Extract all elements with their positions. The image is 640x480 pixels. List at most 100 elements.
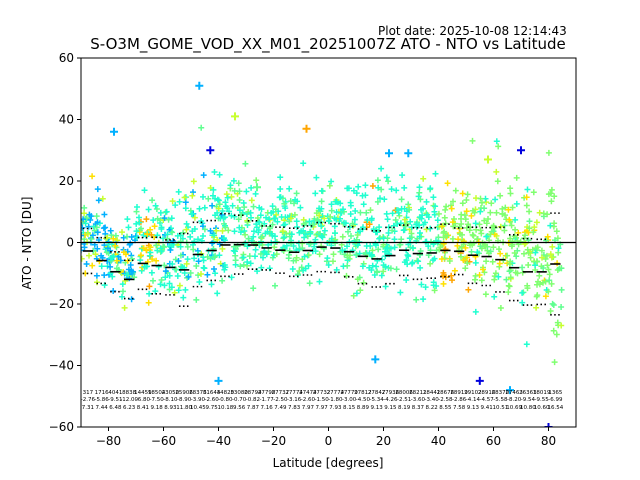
- data-point: [339, 233, 346, 240]
- outlier-point: [484, 155, 492, 164]
- data-point: [382, 263, 389, 270]
- data-point: [95, 197, 102, 204]
- data-point: [138, 252, 144, 259]
- bin-annotation: -6.80: [136, 397, 151, 403]
- data-point: [109, 273, 116, 280]
- data-point: [383, 210, 390, 217]
- data-point: [551, 193, 558, 200]
- data-point: [219, 227, 226, 234]
- data-point: [299, 240, 306, 247]
- data-point: [523, 341, 530, 348]
- data-point: [88, 236, 95, 242]
- data-point: [464, 191, 471, 198]
- data-point: [127, 262, 134, 268]
- data-point: [375, 246, 382, 253]
- data-point: [483, 220, 490, 227]
- data-point: [513, 174, 520, 181]
- data-point: [318, 243, 325, 250]
- data-point: [283, 242, 290, 249]
- data-point: [458, 243, 465, 250]
- data-point: [316, 205, 323, 212]
- data-point: [514, 270, 521, 277]
- data-point: [306, 280, 313, 287]
- bin-annotation: -2.76: [81, 397, 96, 403]
- data-point: [331, 215, 338, 222]
- bin-annotation: 28794: [244, 390, 262, 396]
- bin-annotation: 27463: [505, 390, 523, 396]
- data-point: [535, 278, 541, 285]
- data-point: [548, 186, 555, 193]
- data-point: [225, 227, 232, 234]
- data-point: [357, 209, 364, 216]
- data-point: [147, 226, 154, 233]
- data-point: [539, 254, 545, 261]
- data-point: [158, 248, 165, 254]
- data-point: [119, 229, 125, 236]
- data-point: [272, 238, 279, 245]
- data-point: [83, 261, 90, 267]
- data-point: [83, 215, 90, 222]
- data-point: [256, 219, 263, 226]
- data-point: [207, 227, 214, 234]
- data-point: [472, 308, 479, 315]
- x-tick-label: −60: [151, 434, 176, 448]
- data-point: [293, 218, 300, 225]
- data-point: [290, 257, 297, 264]
- data-point: [284, 214, 291, 221]
- data-point: [214, 196, 221, 203]
- data-point: [548, 198, 555, 205]
- data-point: [348, 233, 354, 239]
- data-point: [395, 209, 402, 216]
- data-point: [215, 197, 222, 204]
- data-point: [548, 254, 555, 261]
- data-point: [416, 184, 423, 191]
- data-point: [216, 171, 223, 178]
- data-point: [359, 263, 366, 270]
- data-point: [465, 286, 472, 293]
- data-point: [494, 178, 501, 185]
- data-point: [384, 216, 391, 223]
- data-point: [98, 263, 105, 270]
- data-point: [148, 269, 155, 276]
- data-point: [435, 234, 442, 241]
- data-point: [112, 242, 119, 249]
- data-point: [459, 190, 466, 197]
- data-point: [476, 272, 483, 278]
- data-point: [349, 220, 356, 227]
- data-point: [483, 258, 490, 265]
- plot-date: Plot date: 2025-10-08 12:14:43: [378, 24, 567, 38]
- data-point: [521, 250, 527, 257]
- data-point: [258, 206, 265, 213]
- data-point: [397, 289, 404, 296]
- data-point: [146, 252, 153, 259]
- data-point: [536, 209, 543, 216]
- bin-annotation: -5.86: [95, 397, 110, 403]
- data-point: [250, 233, 257, 240]
- data-point: [550, 327, 557, 334]
- data-point: [246, 253, 253, 260]
- bin-annotation: 27774: [327, 390, 345, 396]
- outlier-point: [253, 183, 261, 192]
- data-point: [350, 292, 357, 299]
- data-point: [427, 260, 434, 267]
- data-point: [472, 220, 479, 227]
- data-point: [257, 251, 264, 257]
- data-point: [391, 244, 398, 251]
- data-point: [164, 235, 171, 242]
- data-point: [176, 282, 183, 289]
- data-point: [542, 278, 549, 285]
- data-point: [385, 178, 392, 185]
- bin-annotation: 7.93: [329, 405, 342, 411]
- data-point: [477, 195, 484, 202]
- bin-annotation: -5.58: [493, 397, 508, 403]
- data-point: [438, 256, 445, 262]
- bin-annotation: -4.26: [383, 397, 398, 403]
- data-point: [403, 277, 410, 283]
- data-point: [526, 225, 533, 232]
- data-point: [545, 266, 552, 273]
- x-tick-label: 20: [376, 434, 391, 448]
- data-point: [166, 272, 173, 279]
- bin-annotation: -1.77: [260, 397, 275, 403]
- data-point: [248, 197, 255, 204]
